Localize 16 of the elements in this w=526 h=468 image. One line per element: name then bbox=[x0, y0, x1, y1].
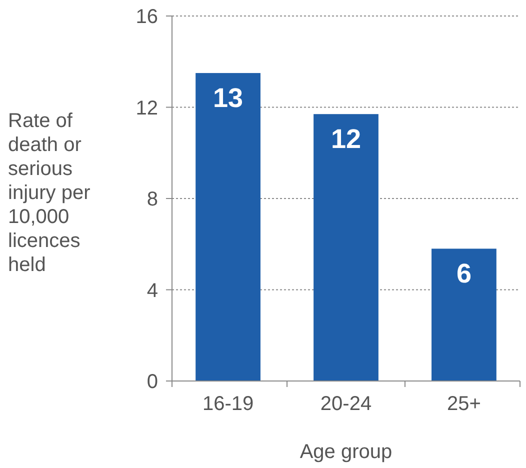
data-label: 6 bbox=[456, 258, 472, 289]
x-tick-label: 20-24 bbox=[320, 393, 372, 415]
x-axis-title: Age group bbox=[300, 441, 392, 463]
y-tick-label: 16 bbox=[136, 6, 158, 28]
x-tick-label: 25+ bbox=[446, 393, 481, 415]
y-tick-label: 0 bbox=[146, 371, 158, 393]
y-tick-label: 8 bbox=[146, 188, 158, 210]
y-tick-label: 12 bbox=[136, 97, 158, 120]
data-label: 13 bbox=[213, 83, 244, 114]
data-label: 12 bbox=[330, 124, 362, 154]
y-axis-title: Rate of death or serious injury per 10,000 licences held bbox=[8, 110, 91, 276]
bar bbox=[314, 114, 378, 381]
bar bbox=[196, 73, 260, 381]
bar bbox=[432, 248, 496, 381]
x-tick-label: 16-19 bbox=[202, 393, 254, 415]
y-tick-label: 4 bbox=[146, 280, 158, 302]
